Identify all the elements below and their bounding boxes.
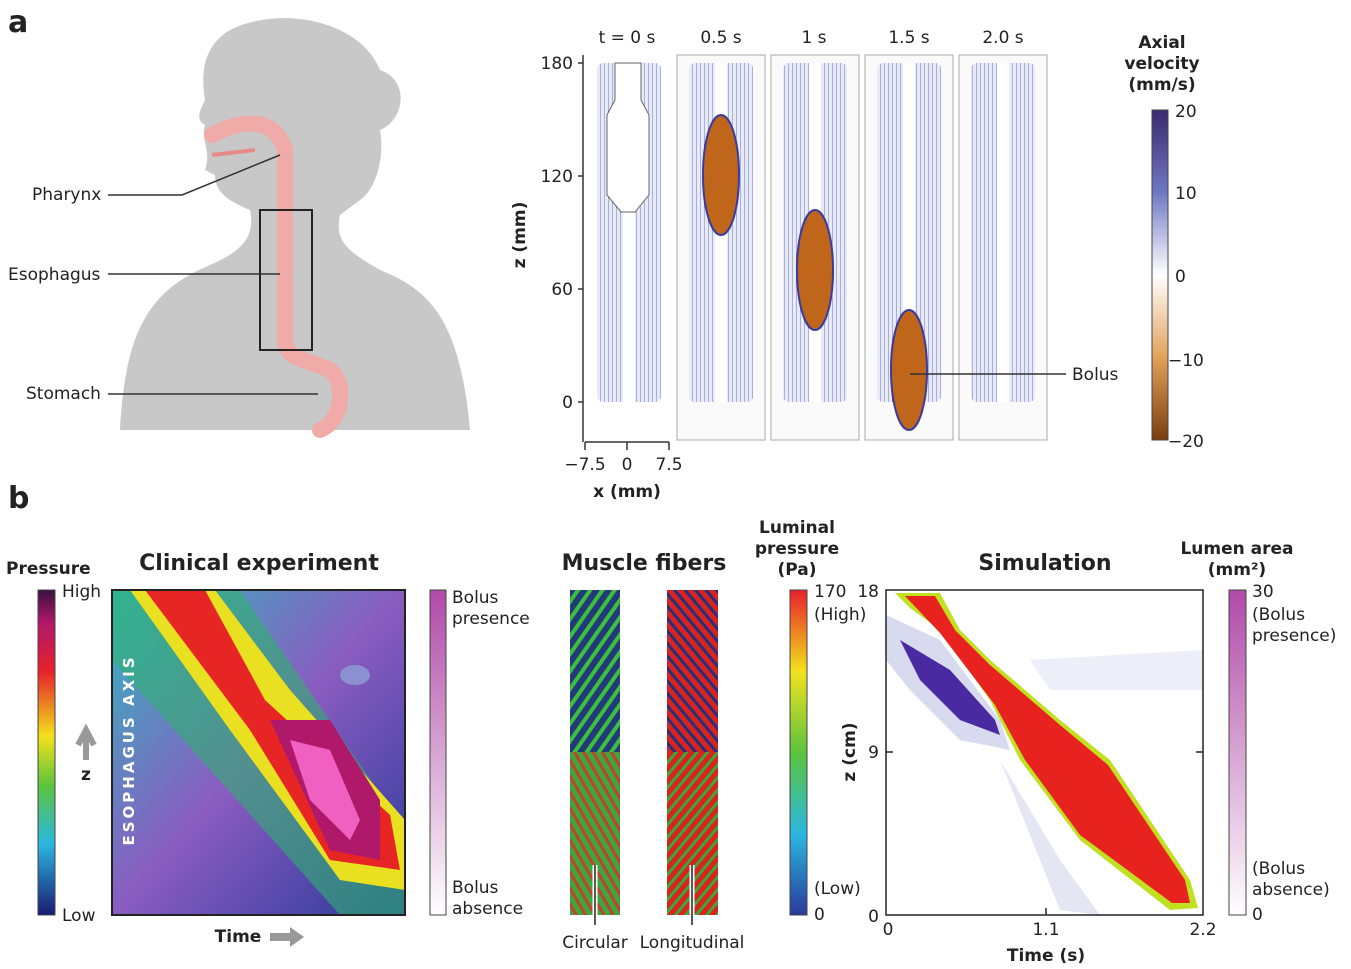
label: Longitudinal [640, 933, 745, 953]
label: High [62, 582, 101, 602]
colorbar-title: (mm/s) [1128, 75, 1195, 95]
tick-label: 0 [1175, 267, 1186, 287]
time-label: 0.5 s [700, 28, 741, 48]
tick-label: (Bolus [1252, 859, 1305, 879]
colorbar-title: Axial [1138, 33, 1185, 53]
arrow [78, 730, 94, 760]
simulation-map [886, 590, 1203, 915]
tick-label: absence) [1252, 880, 1330, 900]
axis-label: Time [215, 927, 262, 947]
tick-label: (Low) [814, 879, 861, 899]
colorbar [1152, 110, 1168, 440]
tick-label: 0 [562, 393, 573, 413]
colorbar [790, 590, 807, 915]
tick-label: 2.2 [1189, 920, 1216, 940]
colorbar-title: (mm²) [1208, 560, 1266, 580]
colorbar [38, 590, 55, 915]
colorbar-title: (Pa) [777, 560, 816, 580]
title: Clinical experiment [139, 551, 379, 576]
tick-label: 10 [1175, 184, 1197, 204]
tick-label: 0 [1252, 905, 1263, 925]
tick-label: 30 [1252, 582, 1274, 602]
axis-label: Time (s) [1007, 946, 1085, 966]
tick-label: −20 [1168, 432, 1204, 452]
tick-label: 60 [551, 280, 573, 300]
time-label: t = 0 s [599, 28, 656, 48]
label: z [81, 765, 91, 785]
tick-label: 0 [622, 455, 633, 475]
tick-label: 0 [868, 907, 879, 927]
simulation-frames [597, 55, 1047, 440]
label: Bolus [452, 588, 499, 608]
label: Pharynx [32, 185, 101, 205]
tick-label: 9 [868, 743, 879, 763]
label: Esophagus [8, 265, 101, 285]
label: presence [452, 609, 530, 629]
tick-label: 1.1 [1032, 920, 1059, 940]
tick-label: presence) [1252, 626, 1336, 646]
axis-text: ESOPHAGUS AXIS [120, 654, 138, 845]
sim-shape [797, 210, 833, 330]
sim-shape [997, 63, 1009, 402]
label: Low [62, 906, 96, 926]
sim-shape [703, 115, 739, 235]
colorbar-title: Luminal [759, 518, 835, 538]
colorbar [1229, 590, 1246, 915]
tick-label: 170 [814, 582, 846, 602]
tick-label: 180 [541, 54, 573, 74]
label: absence [452, 899, 523, 919]
colorbar-title: Lumen area [1180, 539, 1293, 559]
heatmap [112, 590, 405, 915]
arrow [290, 927, 304, 947]
panel-label: a [8, 5, 28, 40]
muscle-fibers [570, 590, 718, 925]
tick-label: 0 [883, 920, 894, 940]
colorbar-title: velocity [1124, 54, 1199, 74]
title: Simulation [978, 551, 1111, 576]
tick-label: (Bolus [1252, 605, 1305, 625]
tick-label: 20 [1175, 102, 1197, 122]
colorbar [430, 590, 446, 915]
label: Bolus [452, 878, 499, 898]
annotation: Bolus [1072, 365, 1119, 385]
axis-label: x (mm) [593, 482, 661, 502]
time-label: 1 s [801, 28, 826, 48]
tick-label: 7.5 [655, 455, 682, 475]
colorbar-title: Pressure [6, 559, 91, 579]
label: Stomach [26, 384, 101, 404]
figure: a Pharynx Esophagus Stomach t = 0 s 0.5 … [0, 0, 1351, 969]
axis-label: z (cm) [840, 722, 860, 781]
tick-label: (High) [814, 605, 866, 625]
time-label: 2.0 s [982, 28, 1023, 48]
sim-shape [891, 310, 927, 430]
tick-label: 0 [814, 905, 825, 925]
colorbar-title: pressure [755, 539, 839, 559]
silhouette [120, 18, 470, 430]
time-label: 1.5 s [888, 28, 929, 48]
tick-label: 120 [541, 167, 573, 187]
tick-label: −7.5 [564, 455, 605, 475]
label: Circular [562, 933, 627, 953]
panel-label: b [8, 481, 29, 516]
tick-label: 18 [857, 582, 879, 602]
title: Muscle fibers [562, 551, 727, 576]
axis-label: z (mm) [510, 202, 530, 269]
tick-label: −10 [1168, 351, 1204, 371]
